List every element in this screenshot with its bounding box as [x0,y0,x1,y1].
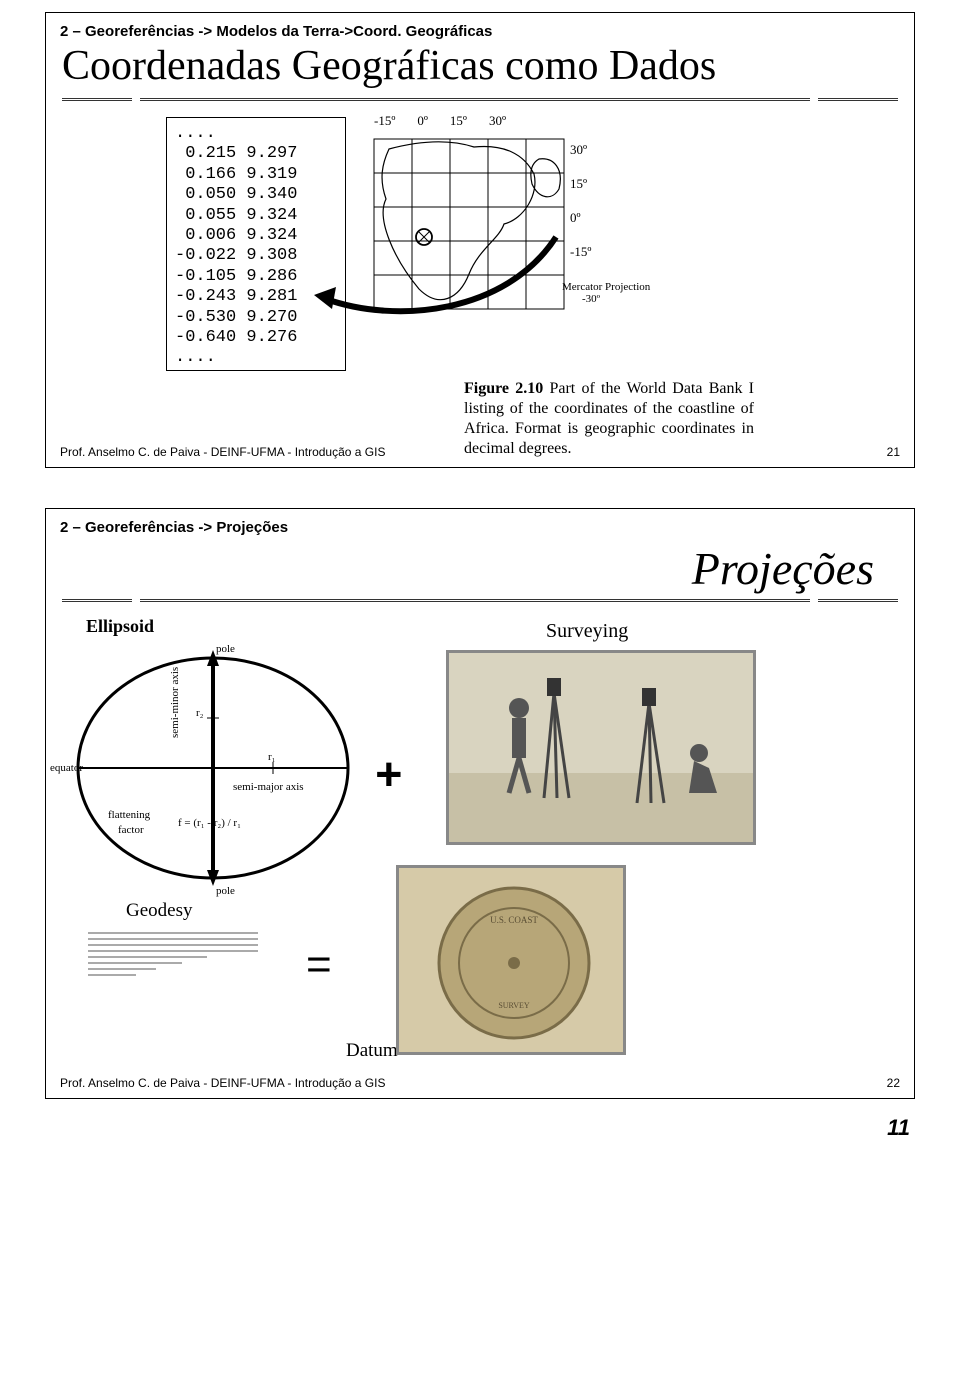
ellipsoid-diagram: pole pole r₁ r₂ semi-major axis semi-min… [68,638,368,898]
r1-label: r₁ [268,751,276,763]
equator-label: equator [50,762,83,774]
svg-text:U.S. COAST: U.S. COAST [490,915,538,925]
semi-minor-label: semi-minor axis [169,667,181,738]
lon-tick: 30º [489,113,506,129]
projection-lat: -30º [582,293,600,305]
figure-caption: Figure 2.10 Part of the World Data Bank … [464,379,754,459]
lat-tick: 15º [570,167,591,201]
pole-top-label: pole [216,643,235,655]
decorative-lines [88,932,258,980]
semi-major-label: semi-major axis [233,781,304,793]
lat-tick: 0º [570,201,591,235]
footer-credit: Prof. Anselmo C. de Paiva - DEINF-UFMA -… [60,1076,385,1090]
surveying-photo [446,650,756,845]
flattening-label-2: factor [118,824,144,836]
slide-number: 21 [887,445,900,459]
lon-tick: 0º [417,113,428,129]
geodesy-label: Geodesy [126,900,192,922]
plus-icon: + [376,750,402,800]
figure-label: Figure 2.10 [464,380,549,397]
slide-2-title: Projeções [46,538,914,595]
slide-1: 2 – Georeferências -> Modelos da Terra->… [45,12,915,468]
pointer-arrow-icon [306,229,566,349]
flattening-formula: f = (r₁ - r₂) / r₁ [178,817,241,829]
flattening-label-1: flattening [108,809,151,821]
title-rule-1 [62,98,898,101]
footer-credit: Prof. Anselmo C. de Paiva - DEINF-UFMA -… [60,445,385,459]
pole-bot-label: pole [216,885,235,897]
datum-label: Datum [346,1040,398,1062]
projection-label: Mercator Projection [562,281,650,293]
page-number: 11 [887,1115,910,1141]
title-rule-2 [62,599,898,602]
lat-tick: 30º [570,133,591,167]
equals-icon: = [306,940,332,990]
surveying-label: Surveying [546,620,628,643]
slide-1-title: Coordenadas Geográficas como Dados [46,42,914,94]
breadcrumb-1: 2 – Georeferências -> Modelos da Terra->… [46,13,914,42]
svg-text:SURVEY: SURVEY [498,1001,530,1010]
ellipsoid-label: Ellipsoid [86,616,154,637]
lon-tick: -15º [374,113,395,129]
slide-number: 22 [887,1076,900,1090]
breadcrumb-2: 2 – Georeferências -> Projeções [46,509,914,538]
r2-label: r₂ [196,707,204,719]
slide-2-footer: Prof. Anselmo C. de Paiva - DEINF-UFMA -… [46,1070,914,1098]
lon-tick: 15º [450,113,467,129]
lat-tick: -15º [570,235,591,269]
datum-marker-photo: U.S. COAST SURVEY [396,865,626,1055]
slide-2: 2 – Georeferências -> Projeções Projeçõe… [45,508,915,1099]
